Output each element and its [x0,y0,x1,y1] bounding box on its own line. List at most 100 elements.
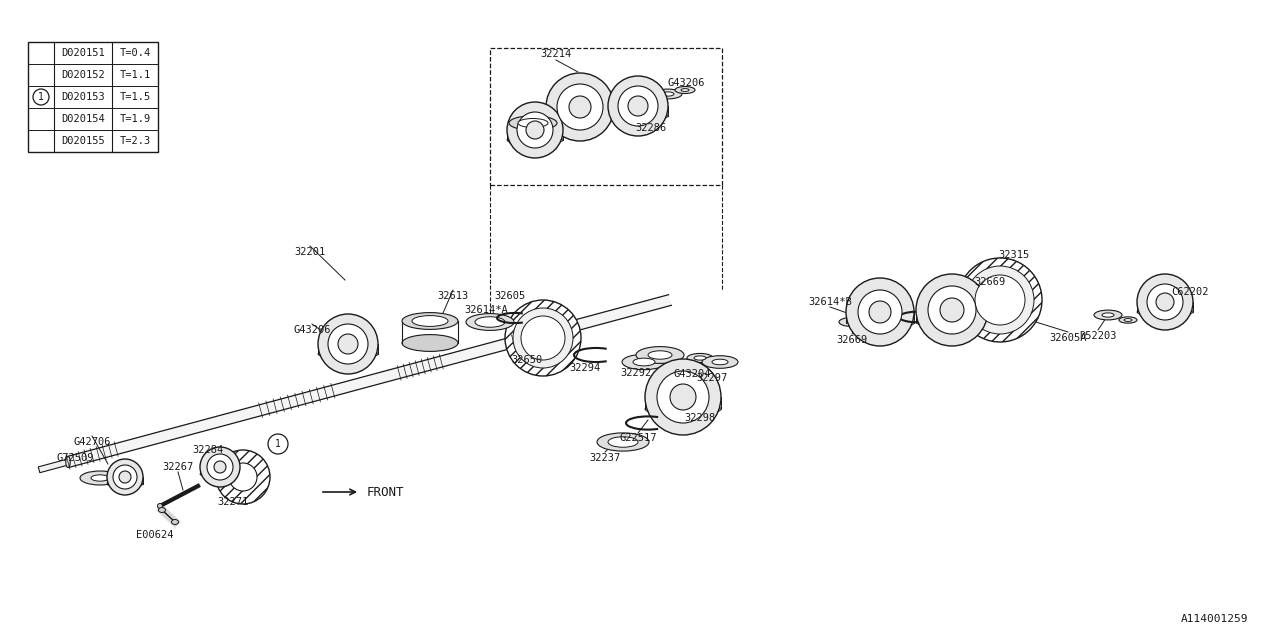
Ellipse shape [940,298,964,322]
Ellipse shape [412,316,448,326]
Ellipse shape [675,86,695,93]
Ellipse shape [694,356,707,360]
Ellipse shape [200,470,241,477]
Text: T=1.5: T=1.5 [119,92,151,102]
Ellipse shape [507,102,563,158]
Ellipse shape [645,402,721,416]
Ellipse shape [701,356,739,368]
Text: 32650: 32650 [512,355,543,365]
Text: 32284: 32284 [192,445,224,455]
Ellipse shape [681,88,689,92]
Ellipse shape [636,347,684,364]
Text: G72509: G72509 [56,453,93,463]
Text: 32201: 32201 [294,247,325,257]
Ellipse shape [317,349,378,360]
Ellipse shape [513,308,573,368]
Text: 32669: 32669 [974,277,1006,287]
Ellipse shape [966,266,1034,334]
Ellipse shape [338,334,358,354]
Text: 32297: 32297 [696,373,727,383]
Text: T=2.3: T=2.3 [119,136,151,146]
Text: 32292: 32292 [621,368,652,378]
Polygon shape [67,294,672,467]
Text: D52203: D52203 [1079,331,1116,341]
Ellipse shape [216,450,270,504]
Ellipse shape [317,314,378,374]
Ellipse shape [1137,274,1193,330]
Text: 32294: 32294 [570,363,600,373]
Ellipse shape [466,314,515,330]
Ellipse shape [113,465,137,489]
Text: T=1.9: T=1.9 [119,114,151,124]
Ellipse shape [687,353,713,362]
Ellipse shape [65,456,70,467]
Ellipse shape [507,135,563,145]
Text: G43204: G43204 [673,369,710,379]
Ellipse shape [869,301,891,323]
Ellipse shape [506,300,581,376]
Ellipse shape [596,433,649,451]
Ellipse shape [1137,307,1193,317]
Text: 32605A: 32605A [1050,333,1087,343]
Ellipse shape [475,317,506,327]
Text: 32214: 32214 [540,49,572,59]
Text: G22517: G22517 [620,433,657,443]
Ellipse shape [975,275,1025,325]
Ellipse shape [200,447,241,487]
Text: 32237: 32237 [589,453,621,463]
Ellipse shape [847,320,858,324]
Ellipse shape [328,324,369,364]
Ellipse shape [662,92,675,96]
Ellipse shape [547,113,614,125]
Polygon shape [38,459,69,473]
Bar [28,42,157,152]
Text: 32286: 32286 [635,123,667,133]
Text: D020155: D020155 [61,136,105,146]
Text: 32605: 32605 [494,291,526,301]
Ellipse shape [1119,317,1137,323]
Ellipse shape [119,471,131,483]
Text: 32614*A: 32614*A [465,305,508,315]
Ellipse shape [1124,319,1132,321]
Ellipse shape [81,471,120,485]
Bar [490,48,722,185]
Text: G43206: G43206 [293,325,330,335]
Ellipse shape [608,111,668,122]
Ellipse shape [622,355,666,370]
Ellipse shape [214,461,227,473]
Text: 1: 1 [275,439,280,449]
Ellipse shape [634,358,655,366]
Ellipse shape [1102,313,1114,317]
Ellipse shape [645,359,721,435]
Text: T=1.1: T=1.1 [119,70,151,80]
Text: C62202: C62202 [1171,287,1208,297]
Ellipse shape [157,504,163,509]
Ellipse shape [207,454,233,480]
Text: D020152: D020152 [61,70,105,80]
Text: 32298: 32298 [685,413,716,423]
Ellipse shape [657,371,709,423]
Text: D020154: D020154 [61,114,105,124]
Ellipse shape [846,278,914,346]
Text: A114001259: A114001259 [1180,614,1248,624]
Ellipse shape [557,84,603,130]
Ellipse shape [229,463,257,491]
Ellipse shape [402,335,458,351]
Text: 32267: 32267 [163,462,193,472]
Ellipse shape [517,112,553,148]
Ellipse shape [712,359,728,365]
Ellipse shape [521,316,564,360]
Text: 32614*B: 32614*B [808,297,852,307]
Ellipse shape [402,312,458,330]
Ellipse shape [108,459,143,495]
Ellipse shape [654,89,682,99]
Text: D020153: D020153 [61,92,105,102]
Ellipse shape [608,76,668,136]
Ellipse shape [521,316,564,360]
Ellipse shape [618,86,658,126]
Text: FRONT: FRONT [366,486,403,499]
Text: 32613: 32613 [438,291,468,301]
Ellipse shape [669,384,696,410]
Text: G43206: G43206 [667,78,705,88]
Ellipse shape [526,121,544,139]
